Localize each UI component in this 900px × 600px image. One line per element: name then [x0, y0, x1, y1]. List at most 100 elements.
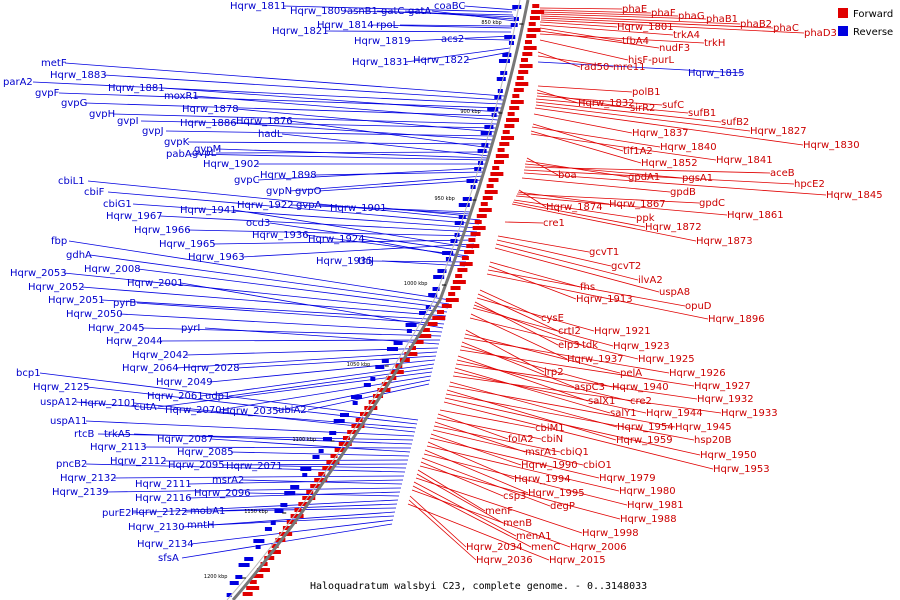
- forward-feature: [342, 436, 350, 440]
- leader-line: [404, 10, 515, 20]
- leader-line: [132, 203, 479, 229]
- forward-feature: [494, 160, 505, 164]
- leader-line: [526, 157, 559, 176]
- leader-line: [133, 402, 416, 433]
- leader-line: [439, 409, 536, 429]
- leader-line: [534, 107, 804, 146]
- gene-label: Hqrw_1821: [272, 26, 329, 37]
- leader-line: [516, 193, 700, 204]
- leader-line: [453, 371, 647, 414]
- leader-line: [454, 367, 611, 414]
- gene-label: Hqrw_2053: [10, 268, 67, 279]
- gene-labels: phaE phaF phaG phaB1 phaB2 phaC phaD3 Hqrw_1801…: [3, 1, 883, 566]
- leader-line: [535, 104, 751, 132]
- gene-label: Hqrw_2044: [106, 336, 163, 347]
- forward-feature: [359, 412, 370, 416]
- reverse-feature: [500, 71, 508, 75]
- leader-line: [233, 209, 474, 249]
- gene-label: Hqrw_1814: [317, 20, 374, 31]
- gene-label: phaF: [651, 8, 676, 19]
- forward-feature: [488, 178, 499, 182]
- gene-label: csp3: [503, 491, 526, 502]
- reverse-feature: [466, 179, 478, 183]
- leader-line: [511, 203, 697, 242]
- forward-feature: [427, 322, 438, 326]
- gene-label: rad50: [580, 62, 609, 73]
- leader-line: [496, 239, 612, 267]
- forward-feature: [527, 28, 541, 32]
- gene-label: Hqrw_2095: [168, 460, 225, 471]
- reverse-feature: [386, 347, 398, 351]
- reverse-feature: [229, 581, 239, 585]
- gene-label: Hqrw_1944: [646, 408, 703, 419]
- gene-label: gvpI: [117, 116, 139, 127]
- gene-label: Hqrw_1933: [721, 408, 778, 419]
- gene-label: Hqrw_1924: [308, 234, 365, 245]
- leader-line: [445, 393, 695, 441]
- gene-label: Hqrw_1994: [514, 474, 571, 485]
- forward-feature: [519, 64, 533, 68]
- leader-line: [497, 235, 590, 253]
- tick-label: 1050 kbp: [347, 362, 371, 368]
- gene-label: tdk: [582, 340, 598, 351]
- forward-feature: [246, 586, 260, 590]
- reverse-feature: [264, 527, 272, 531]
- leader-line: [472, 307, 614, 347]
- leader-line: [204, 327, 440, 345]
- gene-label: Hqrw_2061: [147, 391, 204, 402]
- leader-line: [136, 302, 445, 325]
- leader-line: [539, 11, 679, 17]
- leader-line: [405, 47, 511, 63]
- forward-feature: [507, 112, 515, 116]
- gene-label: sirR2: [630, 103, 655, 114]
- leader-line: [89, 254, 450, 305]
- forward-feature: [441, 304, 452, 308]
- forward-feature: [502, 130, 510, 134]
- forward-feature: [523, 46, 537, 50]
- leader-line: [539, 39, 629, 61]
- reverse-feature: [425, 305, 431, 309]
- leader-line: [463, 5, 517, 11]
- forward-feature: [474, 220, 482, 224]
- forward-feature: [448, 292, 456, 296]
- reverse-feature: [487, 107, 499, 111]
- forward-feature: [518, 70, 529, 74]
- forward-feature: [318, 472, 326, 476]
- gene-label: Hqrw_2028: [183, 363, 240, 374]
- leader-line: [39, 372, 419, 421]
- leader-line: [143, 446, 412, 449]
- tick-label: 1200 kbp: [204, 574, 228, 580]
- reverse-feature: [226, 593, 232, 597]
- gene-label: gdhA: [66, 250, 92, 261]
- forward-feature: [461, 256, 469, 260]
- forward-feature: [381, 382, 389, 386]
- leader-line: [434, 421, 526, 453]
- gene-label: Hqrw_1837: [632, 128, 689, 139]
- forward-feature: [282, 526, 290, 530]
- leader-line: [131, 499, 399, 514]
- leader-line: [489, 261, 581, 288]
- gene-label: trkA4: [673, 30, 700, 41]
- gene-label: mre11: [613, 62, 646, 73]
- gene-label: gcvT2: [611, 261, 641, 272]
- leader-line: [241, 243, 475, 258]
- gene-label: tfbA4: [622, 36, 649, 47]
- reverse-feature: [274, 509, 284, 513]
- reverse-feature: [333, 419, 345, 423]
- leader-line: [523, 172, 827, 196]
- reverse-feature: [428, 293, 438, 297]
- tick-label: 900 kbp: [460, 109, 480, 115]
- gene-label: gpdC: [699, 198, 725, 209]
- reverse-feature: [393, 341, 403, 345]
- gene-label: Hqrw_1819: [354, 36, 411, 47]
- gene-label: Hqrw_2050: [66, 309, 123, 320]
- reverse-feature: [405, 323, 417, 327]
- gene-label: Hqrw_1876: [236, 116, 293, 127]
- reverse-feature: [290, 485, 300, 489]
- gene-label: Hqrw_1867: [609, 199, 666, 210]
- gene-label: phaB1: [706, 14, 738, 25]
- gene-label: sfsA: [158, 553, 179, 564]
- leader-line: [456, 359, 631, 402]
- gene-label: Hqrw_2101: [80, 398, 137, 409]
- leader-line: [370, 24, 513, 29]
